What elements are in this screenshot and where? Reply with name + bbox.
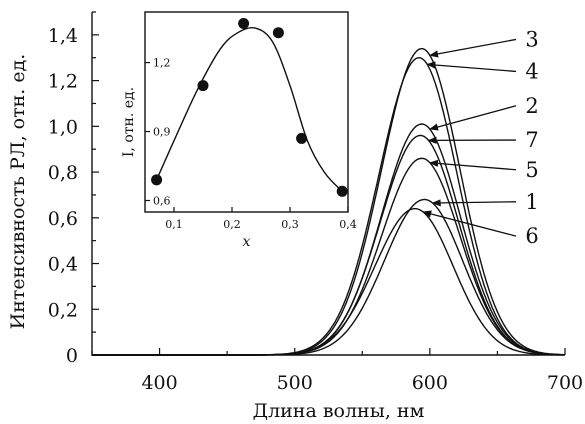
- main-y-tick-label: 1,2: [48, 71, 78, 93]
- series-label-3: 3: [525, 27, 538, 51]
- main-y-tick-label: 1,0: [48, 116, 78, 138]
- inset-data-point: [238, 17, 250, 29]
- series-arrow-2: [428, 105, 517, 131]
- main-y-tick-label: 0,2: [48, 299, 78, 321]
- inset-plot-axes: 0,1 0,2 0,3 0,4 0,6 0,9 1,2: [144, 11, 357, 231]
- main-plot-curve-labels: 3 4 2 7 5 1 6: [422, 27, 539, 248]
- inset-data-point: [336, 185, 348, 197]
- series-arrow-5: [428, 159, 517, 171]
- inset-x-axis-title: x: [243, 234, 251, 250]
- series-label-2: 2: [525, 94, 538, 118]
- inset-data-points: [151, 17, 348, 197]
- series-label-7: 7: [525, 128, 538, 152]
- series-arrow-1: [431, 199, 517, 207]
- inset-y-tick-label: 0,9: [153, 126, 171, 139]
- main-y-tick-label: 0,4: [48, 254, 78, 276]
- series-arrow-6: [422, 210, 517, 237]
- inset-x-tick-label: 0,1: [165, 218, 183, 231]
- series-label-1: 1: [525, 190, 538, 214]
- main-y-tick-label: 0,8: [48, 162, 78, 184]
- main-plot-curves: [92, 47, 565, 356]
- series-line-6: [92, 208, 565, 356]
- main-y-tick-label: 0,6: [48, 208, 78, 230]
- main-x-axis-title: Длина волны, нм: [253, 400, 425, 422]
- inset-data-point: [296, 132, 308, 144]
- main-y-tick-label: 0: [66, 345, 78, 367]
- inset-x-tick-label: 0,2: [223, 218, 241, 231]
- inset-data-point: [197, 80, 209, 92]
- series-arrow-4: [426, 61, 517, 73]
- main-x-tick-label: 400: [141, 372, 177, 394]
- inset-data-point: [272, 27, 284, 39]
- series-arrow-3: [428, 38, 517, 58]
- series-label-4: 4: [525, 59, 538, 83]
- main-x-tick-label: 500: [277, 372, 313, 394]
- inset-plot: 0,1 0,2 0,3 0,4 0,6 0,9 1,2 x I, отн. ед.: [121, 11, 357, 250]
- main-y-tick-label: 1,4: [48, 25, 78, 47]
- main-y-axis-title: Интенсивность РЛ, отн. ед.: [7, 54, 29, 330]
- series-label-6: 6: [525, 224, 538, 248]
- inset-y-tick-label: 0,6: [153, 195, 171, 208]
- inset-x-tick-label: 0,3: [281, 218, 299, 231]
- inset-fit-curve: [155, 26, 343, 192]
- inset-x-tick-label: 0,4: [339, 218, 357, 231]
- inset-axis-frame: [144, 11, 349, 213]
- main-x-tick-label: 600: [412, 372, 448, 394]
- main-plot-axes: 400 500 600 700 0 0,2 0,4 0,6 0,8 1,0 1,2 1,4: [48, 11, 583, 394]
- series-label-5: 5: [525, 158, 538, 182]
- inset-data-point: [151, 174, 163, 186]
- inset-y-tick-label: 1,2: [153, 57, 171, 70]
- inset-y-axis-title: I, отн. ед.: [121, 87, 137, 157]
- main-x-tick-label: 700: [547, 372, 583, 394]
